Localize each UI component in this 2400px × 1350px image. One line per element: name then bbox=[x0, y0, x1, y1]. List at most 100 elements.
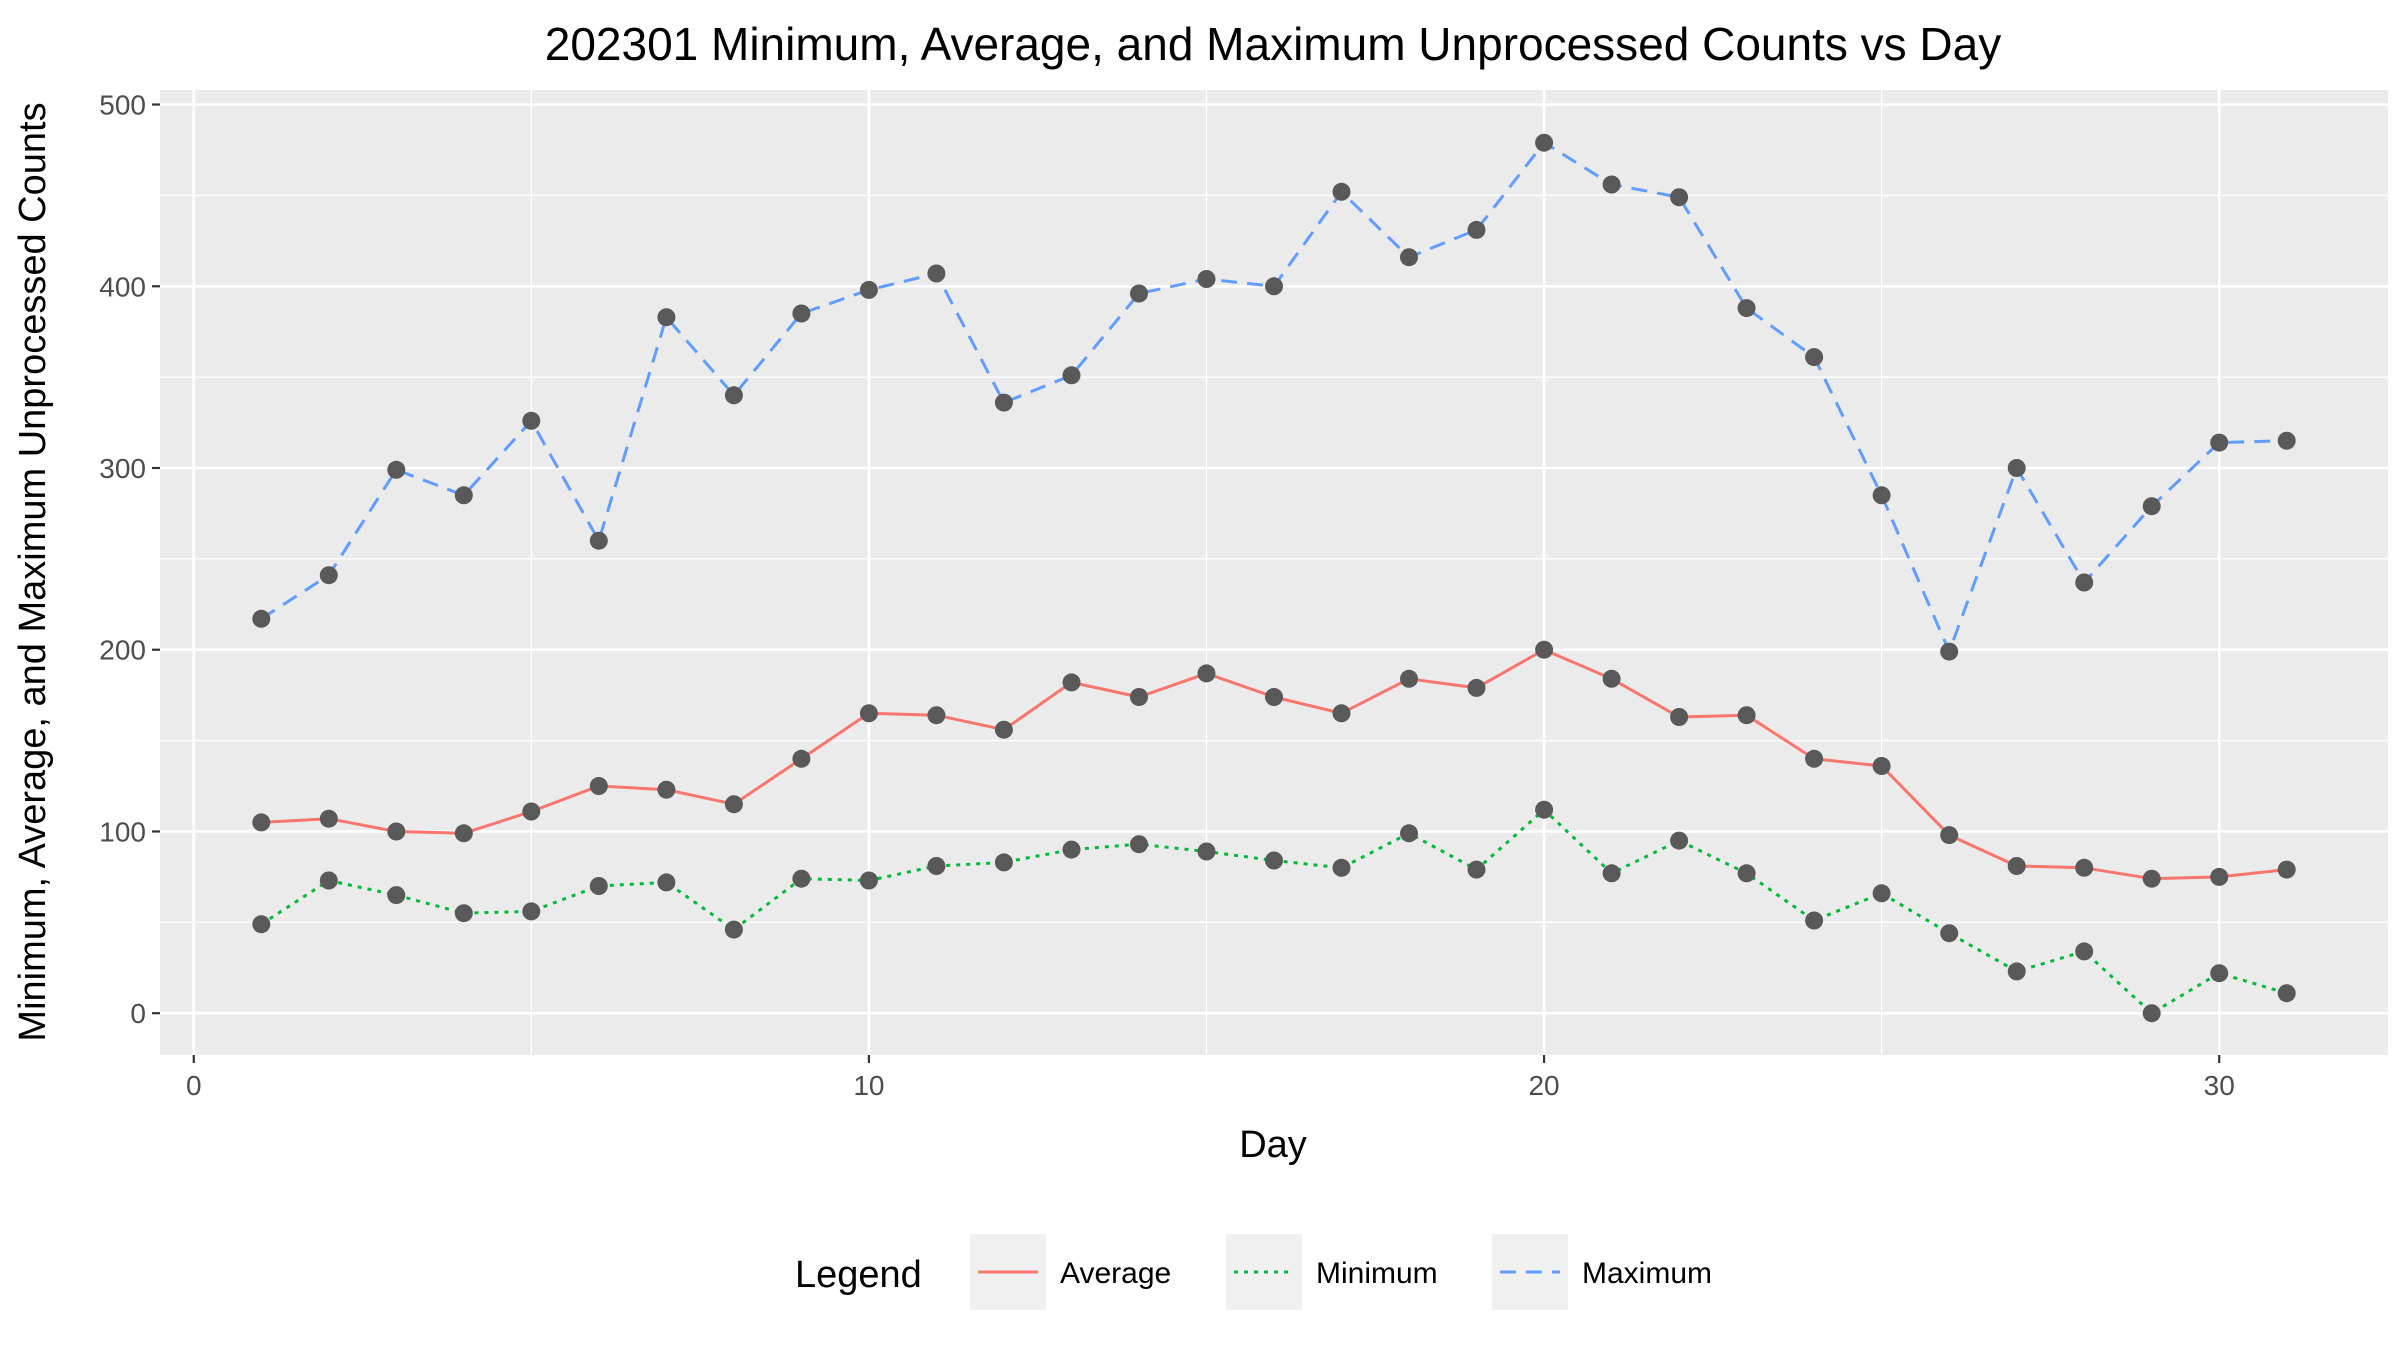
data-point-average bbox=[2142, 869, 2161, 888]
data-point-average bbox=[2210, 867, 2229, 886]
data-point-average bbox=[1332, 704, 1351, 723]
data-point-minimum bbox=[1265, 851, 1283, 870]
x-axis-title: Day bbox=[1239, 1124, 1307, 1166]
data-point-minimum bbox=[1670, 831, 1689, 850]
data-point-minimum bbox=[1602, 864, 1621, 883]
data-point-average bbox=[724, 795, 743, 814]
data-point-maximum bbox=[319, 566, 338, 585]
data-point-maximum bbox=[454, 486, 473, 505]
data-point-minimum bbox=[1332, 858, 1351, 877]
data-point-average bbox=[589, 777, 608, 795]
data-point-maximum bbox=[387, 460, 406, 479]
legend-item-minimum: Minimum bbox=[1226, 1234, 1438, 1310]
data-point-maximum bbox=[1535, 133, 1554, 152]
data-point-maximum bbox=[522, 411, 541, 430]
legend-label: Maximum bbox=[1582, 1257, 1712, 1290]
data-point-average bbox=[1670, 708, 1689, 726]
data-point-maximum bbox=[2007, 459, 2026, 477]
data-point-minimum bbox=[319, 871, 338, 890]
data-point-average bbox=[1197, 664, 1216, 683]
data-point-average bbox=[522, 802, 541, 821]
grid-minor bbox=[160, 90, 2388, 1055]
data-point-average bbox=[1400, 669, 1418, 688]
data-point-minimum bbox=[252, 915, 271, 934]
data-point-minimum bbox=[1197, 842, 1216, 861]
data-point-maximum bbox=[1062, 366, 1081, 385]
data-point-maximum bbox=[994, 393, 1013, 412]
x-tick-label: 30 bbox=[2204, 1070, 2235, 1101]
data-point-maximum bbox=[1737, 299, 1756, 318]
x-tick-label: 0 bbox=[186, 1070, 202, 1101]
data-point-average bbox=[994, 720, 1013, 739]
data-point-minimum bbox=[2210, 964, 2229, 983]
data-point-maximum bbox=[252, 609, 271, 628]
data-points bbox=[252, 133, 2296, 1023]
data-point-average bbox=[1535, 640, 1554, 659]
data-point-maximum bbox=[657, 308, 676, 327]
plot-panel bbox=[160, 90, 2388, 1055]
data-point-maximum bbox=[589, 531, 608, 550]
data-point-average bbox=[1467, 678, 1486, 697]
data-point-minimum bbox=[927, 857, 946, 875]
data-point-maximum bbox=[2075, 573, 2094, 592]
data-point-average bbox=[319, 809, 338, 828]
x-tick-label: 20 bbox=[1528, 1070, 1559, 1101]
data-point-minimum bbox=[1872, 884, 1891, 903]
y-tick-label: 100 bbox=[99, 816, 146, 847]
legend: Legend Average Minimum Maximum bbox=[795, 1234, 1712, 1310]
data-point-minimum bbox=[1062, 840, 1081, 859]
data-point-average bbox=[252, 813, 271, 832]
data-point-maximum bbox=[1872, 486, 1891, 505]
legend-label: Minimum bbox=[1316, 1257, 1438, 1290]
data-point-average bbox=[2007, 857, 2026, 875]
legend-items: Average Minimum Maximum bbox=[970, 1234, 1712, 1310]
legend-item-average: Average bbox=[970, 1234, 1171, 1310]
data-point-average bbox=[1872, 757, 1891, 775]
data-point-average bbox=[1805, 749, 1824, 768]
data-point-minimum bbox=[2142, 1004, 2161, 1023]
y-tick-label: 400 bbox=[99, 271, 146, 302]
data-point-maximum bbox=[927, 264, 946, 283]
y-tick-label: 500 bbox=[99, 90, 146, 121]
data-point-maximum bbox=[2277, 431, 2296, 450]
data-point-maximum bbox=[1805, 348, 1824, 367]
data-point-average bbox=[927, 706, 946, 725]
data-point-minimum bbox=[522, 902, 541, 921]
data-point-maximum bbox=[1467, 220, 1486, 239]
data-point-minimum bbox=[1805, 911, 1824, 930]
data-point-average bbox=[1062, 673, 1081, 692]
data-point-minimum bbox=[387, 886, 406, 905]
data-point-maximum bbox=[792, 304, 811, 323]
y-tick-label: 200 bbox=[99, 635, 146, 666]
data-point-average bbox=[859, 704, 878, 723]
data-point-maximum bbox=[2142, 497, 2161, 516]
data-point-average bbox=[454, 824, 473, 843]
data-point-maximum bbox=[1130, 284, 1148, 303]
legend-item-maximum: Maximum bbox=[1492, 1234, 1712, 1310]
data-point-minimum bbox=[1467, 860, 1486, 879]
legend-title: Legend bbox=[795, 1254, 922, 1296]
data-point-maximum bbox=[1940, 642, 1959, 661]
data-point-average bbox=[1602, 669, 1621, 688]
data-point-average bbox=[1130, 688, 1148, 706]
data-point-minimum bbox=[792, 869, 811, 888]
data-point-minimum bbox=[657, 873, 676, 892]
y-axis-title: Minimum, Average, and Maximum Unprocesse… bbox=[12, 102, 54, 1041]
data-point-maximum bbox=[1670, 188, 1689, 207]
axis-ticks bbox=[152, 103, 2221, 1063]
data-point-maximum bbox=[1265, 277, 1283, 296]
data-point-maximum bbox=[724, 386, 743, 405]
data-point-minimum bbox=[2007, 962, 2026, 981]
data-point-maximum bbox=[1197, 270, 1216, 288]
data-point-minimum bbox=[1400, 824, 1418, 843]
data-point-maximum bbox=[859, 280, 878, 299]
data-point-average bbox=[1737, 706, 1756, 725]
data-point-average bbox=[2075, 858, 2094, 877]
data-point-maximum bbox=[2210, 433, 2229, 452]
data-point-minimum bbox=[1535, 800, 1554, 819]
data-point-average bbox=[1940, 826, 1959, 845]
data-point-minimum bbox=[859, 871, 878, 890]
data-point-minimum bbox=[1737, 864, 1756, 883]
